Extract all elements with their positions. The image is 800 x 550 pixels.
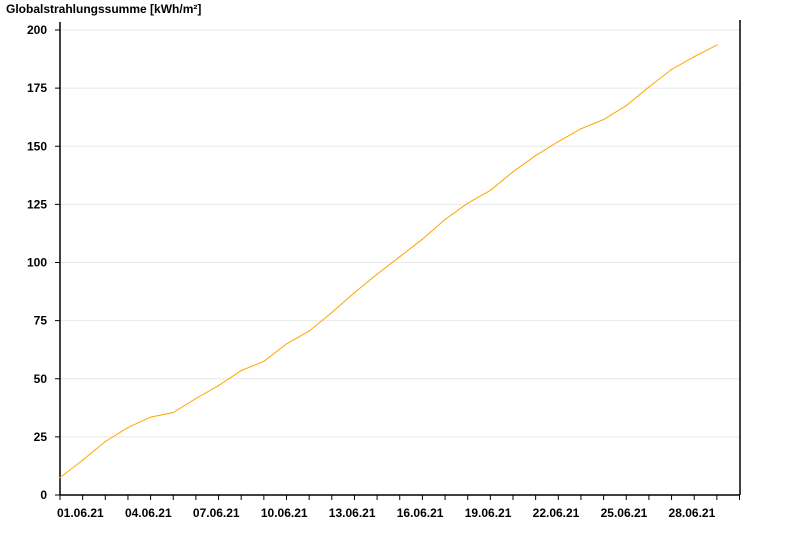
y-tick-label: 200 [27,23,47,37]
data-point [127,426,129,429]
data-point [625,104,627,107]
x-tick-label: 16.06.21 [397,506,444,520]
y-tick-label: 0 [40,488,47,502]
y-tick-label: 25 [34,430,48,444]
data-point [104,440,106,443]
data-point [670,68,673,71]
data-point [467,202,469,204]
x-tick-label: 10.06.21 [261,506,308,520]
x-tick-label: 28.06.21 [669,506,716,520]
data-point [580,128,582,130]
data-point [512,171,514,173]
series-line [59,44,718,478]
y-tick-label: 175 [27,81,47,95]
data-point [603,118,605,121]
data-point [444,218,446,221]
data-point [59,476,61,479]
y-tick-label: 75 [34,314,48,328]
data-point [308,330,310,332]
x-tick-label: 19.06.21 [465,506,512,520]
data-point [331,311,333,314]
data-point [693,56,695,58]
data-point [648,86,650,88]
data-point [150,416,152,418]
y-tick-label: 125 [27,197,47,211]
data-point [82,459,84,461]
data-point [263,360,265,362]
data-point [353,292,356,294]
y-tick-label: 50 [34,372,48,386]
x-tick-label: 04.06.21 [125,506,172,520]
data-point [285,343,288,345]
data-point [172,411,174,414]
x-tick-label: 22.06.21 [533,506,580,520]
data-point [421,238,423,240]
x-tick-label: 01.06.21 [57,506,104,520]
data-point [217,385,220,387]
data-point [716,44,718,46]
x-tick-label: 25.06.21 [601,506,648,520]
data-point [535,154,537,157]
y-tick-label: 100 [27,256,47,270]
y-axis-title: Globalstrahlungssumme [kWh/m²] [6,2,202,16]
data-point [240,370,242,372]
x-tick-label: 07.06.21 [193,506,240,520]
data-point [376,273,378,275]
data-point [489,189,491,192]
data-point [195,397,197,400]
x-tick-label: 13.06.21 [329,506,376,520]
data-point [399,256,401,258]
data-point [557,141,559,143]
y-tick-label: 150 [27,139,47,153]
